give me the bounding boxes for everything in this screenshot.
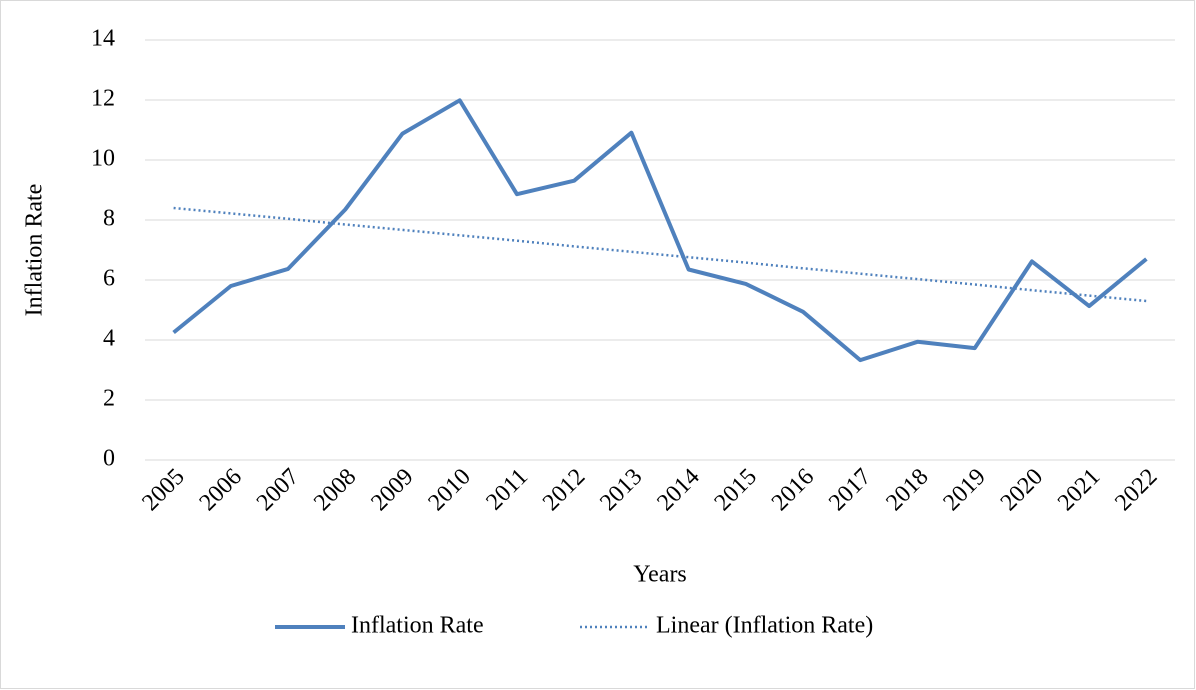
line-series bbox=[172, 98, 1148, 363]
y-tick-label: 0 bbox=[103, 446, 115, 472]
y-tick-label: 8 bbox=[103, 206, 115, 232]
y-tick-label: 10 bbox=[91, 146, 115, 172]
y-tick-label: 12 bbox=[91, 86, 115, 112]
y-tick-label: 2 bbox=[103, 386, 115, 412]
legend-label: Linear (Inflation Rate) bbox=[656, 613, 873, 639]
y-tick-label: 4 bbox=[103, 326, 115, 352]
y-axis-label: Inflation Rate bbox=[22, 184, 48, 317]
x-axis-label: Years bbox=[633, 562, 687, 588]
y-tick-label: 14 bbox=[91, 26, 115, 52]
y-tick-label: 6 bbox=[103, 266, 115, 292]
legend-label: Inflation Rate bbox=[351, 613, 484, 639]
